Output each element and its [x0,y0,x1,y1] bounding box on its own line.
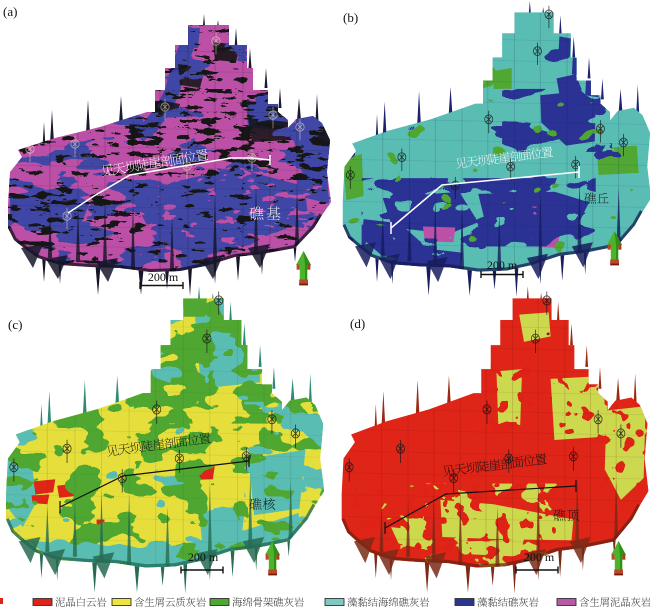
svg-text:200 m: 200 m [524,550,555,564]
svg-text:(d): (d) [350,316,365,331]
svg-text:200 m: 200 m [188,550,219,564]
svg-text:(c): (c) [8,317,22,332]
svg-text:(a): (a) [3,4,17,19]
svg-text:(b): (b) [343,10,358,25]
svg-text:200 m: 200 m [487,258,518,272]
svg-text:200 m: 200 m [148,270,179,284]
